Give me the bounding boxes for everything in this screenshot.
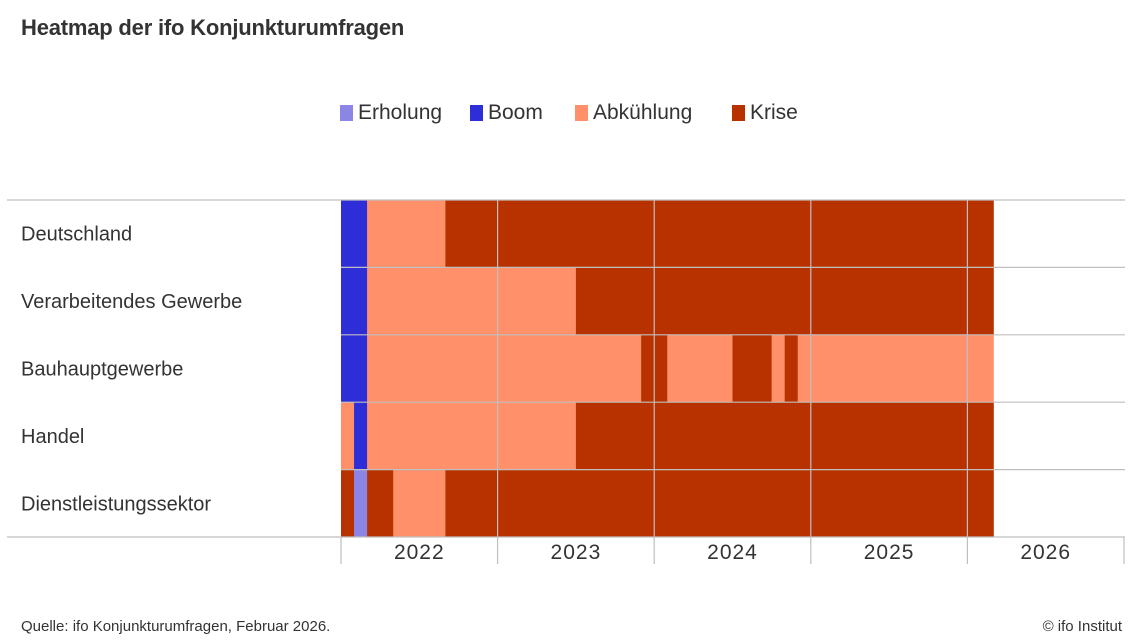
heatmap-cell-deutschland-2 bbox=[445, 200, 994, 268]
heatmap-cell-bauhauptgewerbe-1 bbox=[367, 334, 642, 403]
legend-swatch-erholung bbox=[340, 105, 353, 121]
heatmap-cell-bauhauptgewerbe-0 bbox=[341, 334, 368, 403]
legend-item-abkuehlung: Abkühlung bbox=[575, 98, 692, 128]
heatmap-cell-handel-2 bbox=[367, 402, 577, 470]
heatmap-cell-dienstleistungssektor-3 bbox=[393, 469, 446, 538]
heatmap-cell-bauhauptgewerbe-6 bbox=[784, 334, 799, 403]
x-tick-label-2025: 2025 bbox=[864, 541, 915, 564]
heatmap-cell-bauhauptgewerbe-5 bbox=[771, 334, 785, 403]
x-tick-label-2024: 2024 bbox=[707, 541, 758, 564]
heatmap-cell-bauhauptgewerbe-4 bbox=[732, 334, 772, 403]
x-tick-label-2023: 2023 bbox=[551, 541, 602, 564]
legend-item-boom: Boom bbox=[470, 98, 543, 128]
x-tick-label-2022: 2022 bbox=[394, 541, 445, 564]
heatmap-cell-dienstleistungssektor-4 bbox=[445, 469, 994, 538]
heatmap-cell-verarbeitendes-gewerbe-0 bbox=[341, 267, 368, 336]
legend-label-erholung: Erholung bbox=[358, 101, 443, 124]
copyright-credit: © ifo Institut bbox=[1042, 618, 1122, 635]
heatmap-cell-bauhauptgewerbe-3 bbox=[667, 334, 733, 403]
legend-swatch-abkuehlung bbox=[575, 105, 588, 121]
source-note: Quelle: ifo Konjunkturumfragen, Februar … bbox=[21, 618, 331, 635]
heatmap-cell-bauhauptgewerbe-7 bbox=[797, 334, 994, 403]
legend-label-boom: Boom bbox=[488, 101, 543, 124]
heatmap-cell-verarbeitendes-gewerbe-2 bbox=[575, 267, 994, 336]
legend: Erholung Boom Abkühlung Krise bbox=[0, 98, 1144, 128]
legend-swatch-krise bbox=[732, 105, 745, 121]
legend-label-abkuehlung: Abkühlung bbox=[593, 101, 693, 124]
heatmap-cell-deutschland-0 bbox=[341, 200, 368, 268]
row-label-deutschland: Deutschland bbox=[21, 224, 132, 246]
heatmap-cell-verarbeitendes-gewerbe-1 bbox=[367, 267, 577, 336]
heatmap-cell-handel-3 bbox=[575, 402, 994, 470]
legend-item-erholung: Erholung bbox=[340, 98, 442, 128]
heatmap-cell-dienstleistungssektor-2 bbox=[367, 469, 394, 538]
legend-item-krise: Krise bbox=[732, 98, 798, 128]
heatmap-cell-dienstleistungssektor-1 bbox=[354, 469, 368, 538]
heatmap-cell-handel-1 bbox=[354, 402, 368, 470]
row-label-bauhauptgewerbe: Bauhauptgewerbe bbox=[21, 359, 183, 381]
row-label-dienstleistungssektor: Dienstleistungssektor bbox=[21, 493, 211, 515]
chart-title: Heatmap der ifo Konjunkturumfragen bbox=[21, 15, 405, 40]
row-label-handel: Handel bbox=[21, 426, 84, 448]
heatmap-cell-deutschland-1 bbox=[367, 200, 446, 268]
legend-label-krise: Krise bbox=[750, 101, 798, 124]
heatmap-cell-dienstleistungssektor-0 bbox=[341, 469, 355, 538]
heatmap-cell-handel-0 bbox=[341, 402, 355, 470]
x-tick-label-2026: 2026 bbox=[1020, 541, 1071, 564]
legend-swatch-boom bbox=[470, 105, 483, 121]
row-label-verarbeitendes-gewerbe: Verarbeitendes Gewerbe bbox=[21, 291, 242, 313]
